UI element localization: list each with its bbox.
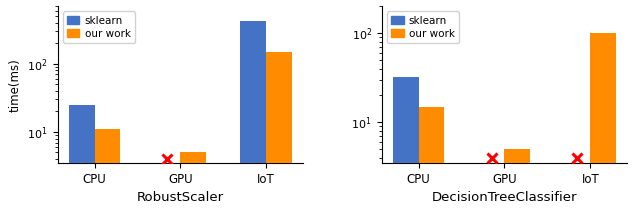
Bar xyxy=(95,129,120,209)
Bar xyxy=(393,77,419,209)
Bar xyxy=(68,105,95,209)
Bar xyxy=(590,33,616,209)
X-axis label: RobustScaler: RobustScaler xyxy=(137,191,224,204)
Bar xyxy=(419,107,444,209)
Bar xyxy=(241,21,266,209)
Legend: sklearn, our work: sklearn, our work xyxy=(387,11,459,43)
X-axis label: DecisionTreeClassifier: DecisionTreeClassifier xyxy=(432,191,577,204)
Bar xyxy=(266,52,292,209)
Bar xyxy=(504,149,530,209)
Y-axis label: time(ms): time(ms) xyxy=(9,58,22,112)
Bar xyxy=(180,153,206,209)
Legend: sklearn, our work: sklearn, our work xyxy=(63,11,135,43)
